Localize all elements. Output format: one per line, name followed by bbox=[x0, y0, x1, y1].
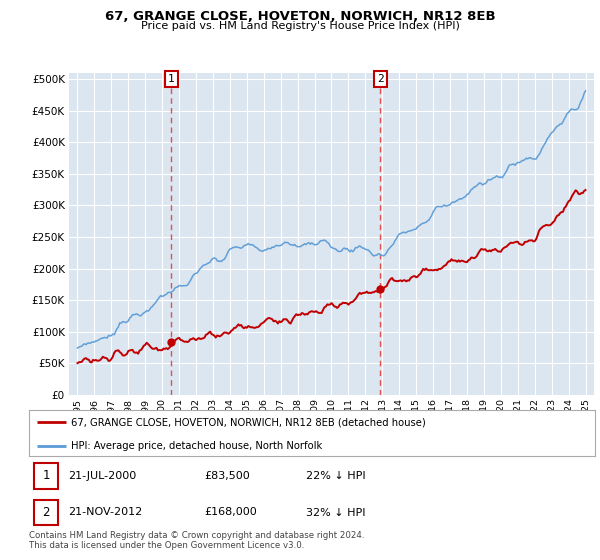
Text: £168,000: £168,000 bbox=[205, 507, 257, 517]
FancyBboxPatch shape bbox=[34, 463, 58, 488]
Text: 21-JUL-2000: 21-JUL-2000 bbox=[68, 470, 137, 480]
Text: 22% ↓ HPI: 22% ↓ HPI bbox=[307, 470, 366, 480]
Text: £83,500: £83,500 bbox=[205, 470, 250, 480]
Text: 21-NOV-2012: 21-NOV-2012 bbox=[68, 507, 143, 517]
Text: Price paid vs. HM Land Registry's House Price Index (HPI): Price paid vs. HM Land Registry's House … bbox=[140, 21, 460, 31]
Text: 2: 2 bbox=[43, 506, 50, 519]
Text: 1: 1 bbox=[43, 469, 50, 482]
Text: 67, GRANGE CLOSE, HOVETON, NORWICH, NR12 8EB: 67, GRANGE CLOSE, HOVETON, NORWICH, NR12… bbox=[104, 10, 496, 23]
Text: 2: 2 bbox=[377, 74, 384, 84]
Text: 67, GRANGE CLOSE, HOVETON, NORWICH, NR12 8EB (detached house): 67, GRANGE CLOSE, HOVETON, NORWICH, NR12… bbox=[71, 417, 426, 427]
FancyBboxPatch shape bbox=[34, 500, 58, 525]
Text: Contains HM Land Registry data © Crown copyright and database right 2024.
This d: Contains HM Land Registry data © Crown c… bbox=[29, 531, 364, 550]
Text: HPI: Average price, detached house, North Norfolk: HPI: Average price, detached house, Nort… bbox=[71, 441, 323, 451]
Text: 1: 1 bbox=[168, 74, 175, 84]
Text: 32% ↓ HPI: 32% ↓ HPI bbox=[307, 507, 366, 517]
